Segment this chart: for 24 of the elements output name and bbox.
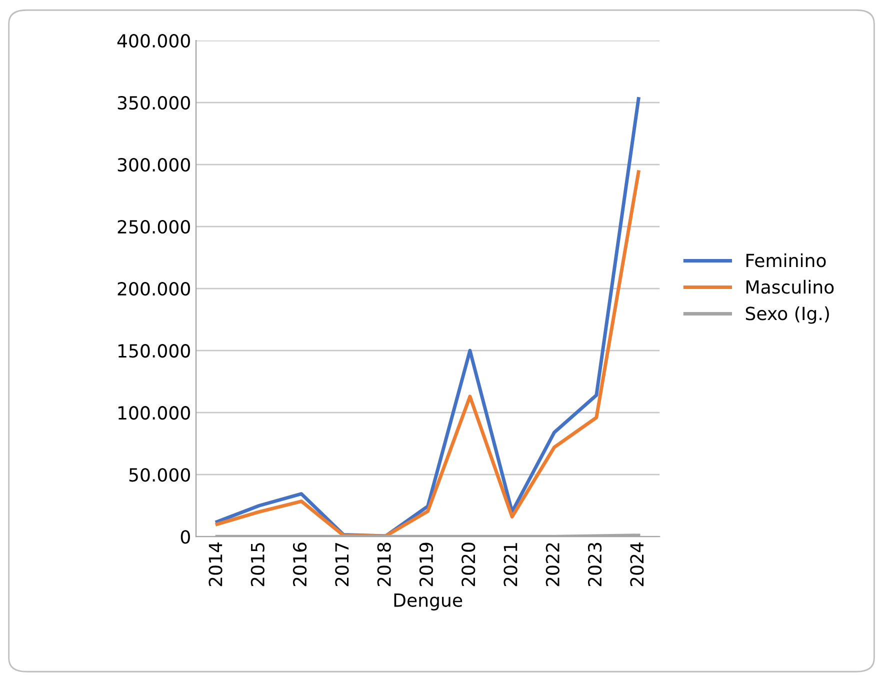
- y-tick-label: 0: [180, 530, 190, 544]
- x-tick-label: 2023: [588, 542, 602, 586]
- legend-label: Masculino: [746, 280, 834, 294]
- y-tick-label: 350.000: [118, 96, 190, 110]
- y-tick-label: 400.000: [117, 34, 190, 48]
- y-tick-label: 250.000: [118, 220, 190, 234]
- x-tick-label: 2018: [377, 542, 391, 586]
- y-tick-label: 300.000: [118, 158, 190, 172]
- legend-label: Sexo (Ig.): [746, 306, 829, 324]
- x-tick-label: 2021: [504, 543, 518, 586]
- x-tick-label: 2016: [292, 542, 307, 586]
- y-tick-label: 100.000: [118, 406, 190, 420]
- x-tick-label: 2014: [208, 542, 222, 586]
- x-tick-label: 2020: [462, 542, 476, 586]
- x-tick-label: 2024: [630, 542, 644, 586]
- y-tick-label: 50.000: [129, 468, 190, 482]
- x-tick-label: 2019: [419, 542, 434, 586]
- x-tick-label: 2015: [250, 543, 264, 586]
- x-tick-label: 2017: [335, 543, 349, 586]
- y-tick-label: 150.000: [118, 344, 190, 358]
- x-tick-label: 2022: [546, 543, 560, 586]
- x-axis-title: Dengue: [394, 594, 462, 610]
- y-tick-label: 200.000: [118, 282, 190, 296]
- legend-label: Feminino: [746, 253, 826, 268]
